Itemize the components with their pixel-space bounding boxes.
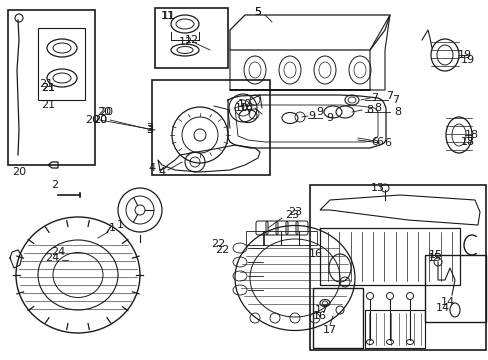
Text: 17: 17 [322, 325, 336, 335]
Text: 4: 4 [158, 167, 165, 177]
Text: 24: 24 [45, 253, 59, 263]
Text: 11: 11 [162, 11, 176, 21]
Text: 10: 10 [240, 103, 253, 113]
Text: 18: 18 [460, 137, 474, 147]
Text: 5: 5 [254, 7, 261, 17]
Text: 13: 13 [370, 183, 384, 193]
Polygon shape [229, 15, 389, 50]
Text: 23: 23 [285, 210, 299, 220]
Bar [424, 255, 485, 322]
Text: 7: 7 [371, 93, 378, 103]
Text: 4: 4 [148, 163, 155, 173]
Text: 20: 20 [99, 107, 113, 117]
Text: 15: 15 [428, 250, 442, 260]
Bar [8, 10, 95, 165]
Text: 14: 14 [435, 303, 449, 313]
Text: 9: 9 [326, 113, 333, 123]
Bar [155, 8, 227, 68]
Text: 20: 20 [12, 167, 26, 177]
Text: 20: 20 [85, 115, 99, 125]
Text: 11: 11 [161, 11, 175, 21]
Text: 3: 3 [146, 125, 153, 135]
Text: 8: 8 [394, 107, 401, 117]
Text: 3: 3 [146, 125, 153, 135]
Text: 14: 14 [440, 297, 454, 307]
Bar [312, 288, 362, 348]
Bar [152, 80, 269, 175]
Text: 12: 12 [179, 37, 193, 47]
Text: 21: 21 [41, 83, 55, 93]
Text: 22: 22 [210, 239, 224, 249]
Text: 10: 10 [235, 103, 248, 113]
Text: 18: 18 [464, 130, 478, 140]
Text: 21: 21 [39, 79, 53, 89]
Text: 5: 5 [254, 7, 261, 17]
Text: 12: 12 [184, 35, 199, 45]
Text: 21: 21 [41, 83, 55, 93]
Text: 9: 9 [308, 111, 315, 121]
Text: 2: 2 [51, 180, 59, 190]
Text: 19: 19 [460, 55, 474, 65]
Text: 10: 10 [238, 99, 251, 109]
Text: 3: 3 [146, 123, 153, 133]
Text: 16: 16 [308, 249, 323, 259]
Text: 8: 8 [366, 105, 373, 115]
Text: 9: 9 [316, 107, 323, 117]
Text: 24: 24 [51, 247, 65, 257]
Text: 6: 6 [376, 137, 383, 147]
Text: 1: 1 [116, 220, 123, 230]
Text: 8: 8 [374, 103, 381, 113]
Text: 20: 20 [93, 115, 107, 125]
Text: 6: 6 [384, 138, 391, 148]
Polygon shape [319, 195, 479, 225]
Text: 23: 23 [287, 207, 302, 217]
Text: 22: 22 [214, 245, 229, 255]
Bar [38, 28, 85, 100]
Text: 15: 15 [427, 253, 441, 263]
Text: 6: 6 [371, 137, 378, 147]
Text: 7: 7 [386, 91, 393, 101]
Text: 16: 16 [312, 311, 326, 321]
Text: 7: 7 [392, 95, 399, 105]
Text: 19: 19 [457, 50, 471, 60]
Text: 17: 17 [314, 305, 328, 315]
Text: 1: 1 [108, 223, 115, 233]
Bar [309, 185, 485, 350]
Text: 21: 21 [41, 100, 55, 110]
Text: 20: 20 [97, 107, 111, 117]
Text: 20: 20 [93, 115, 107, 125]
